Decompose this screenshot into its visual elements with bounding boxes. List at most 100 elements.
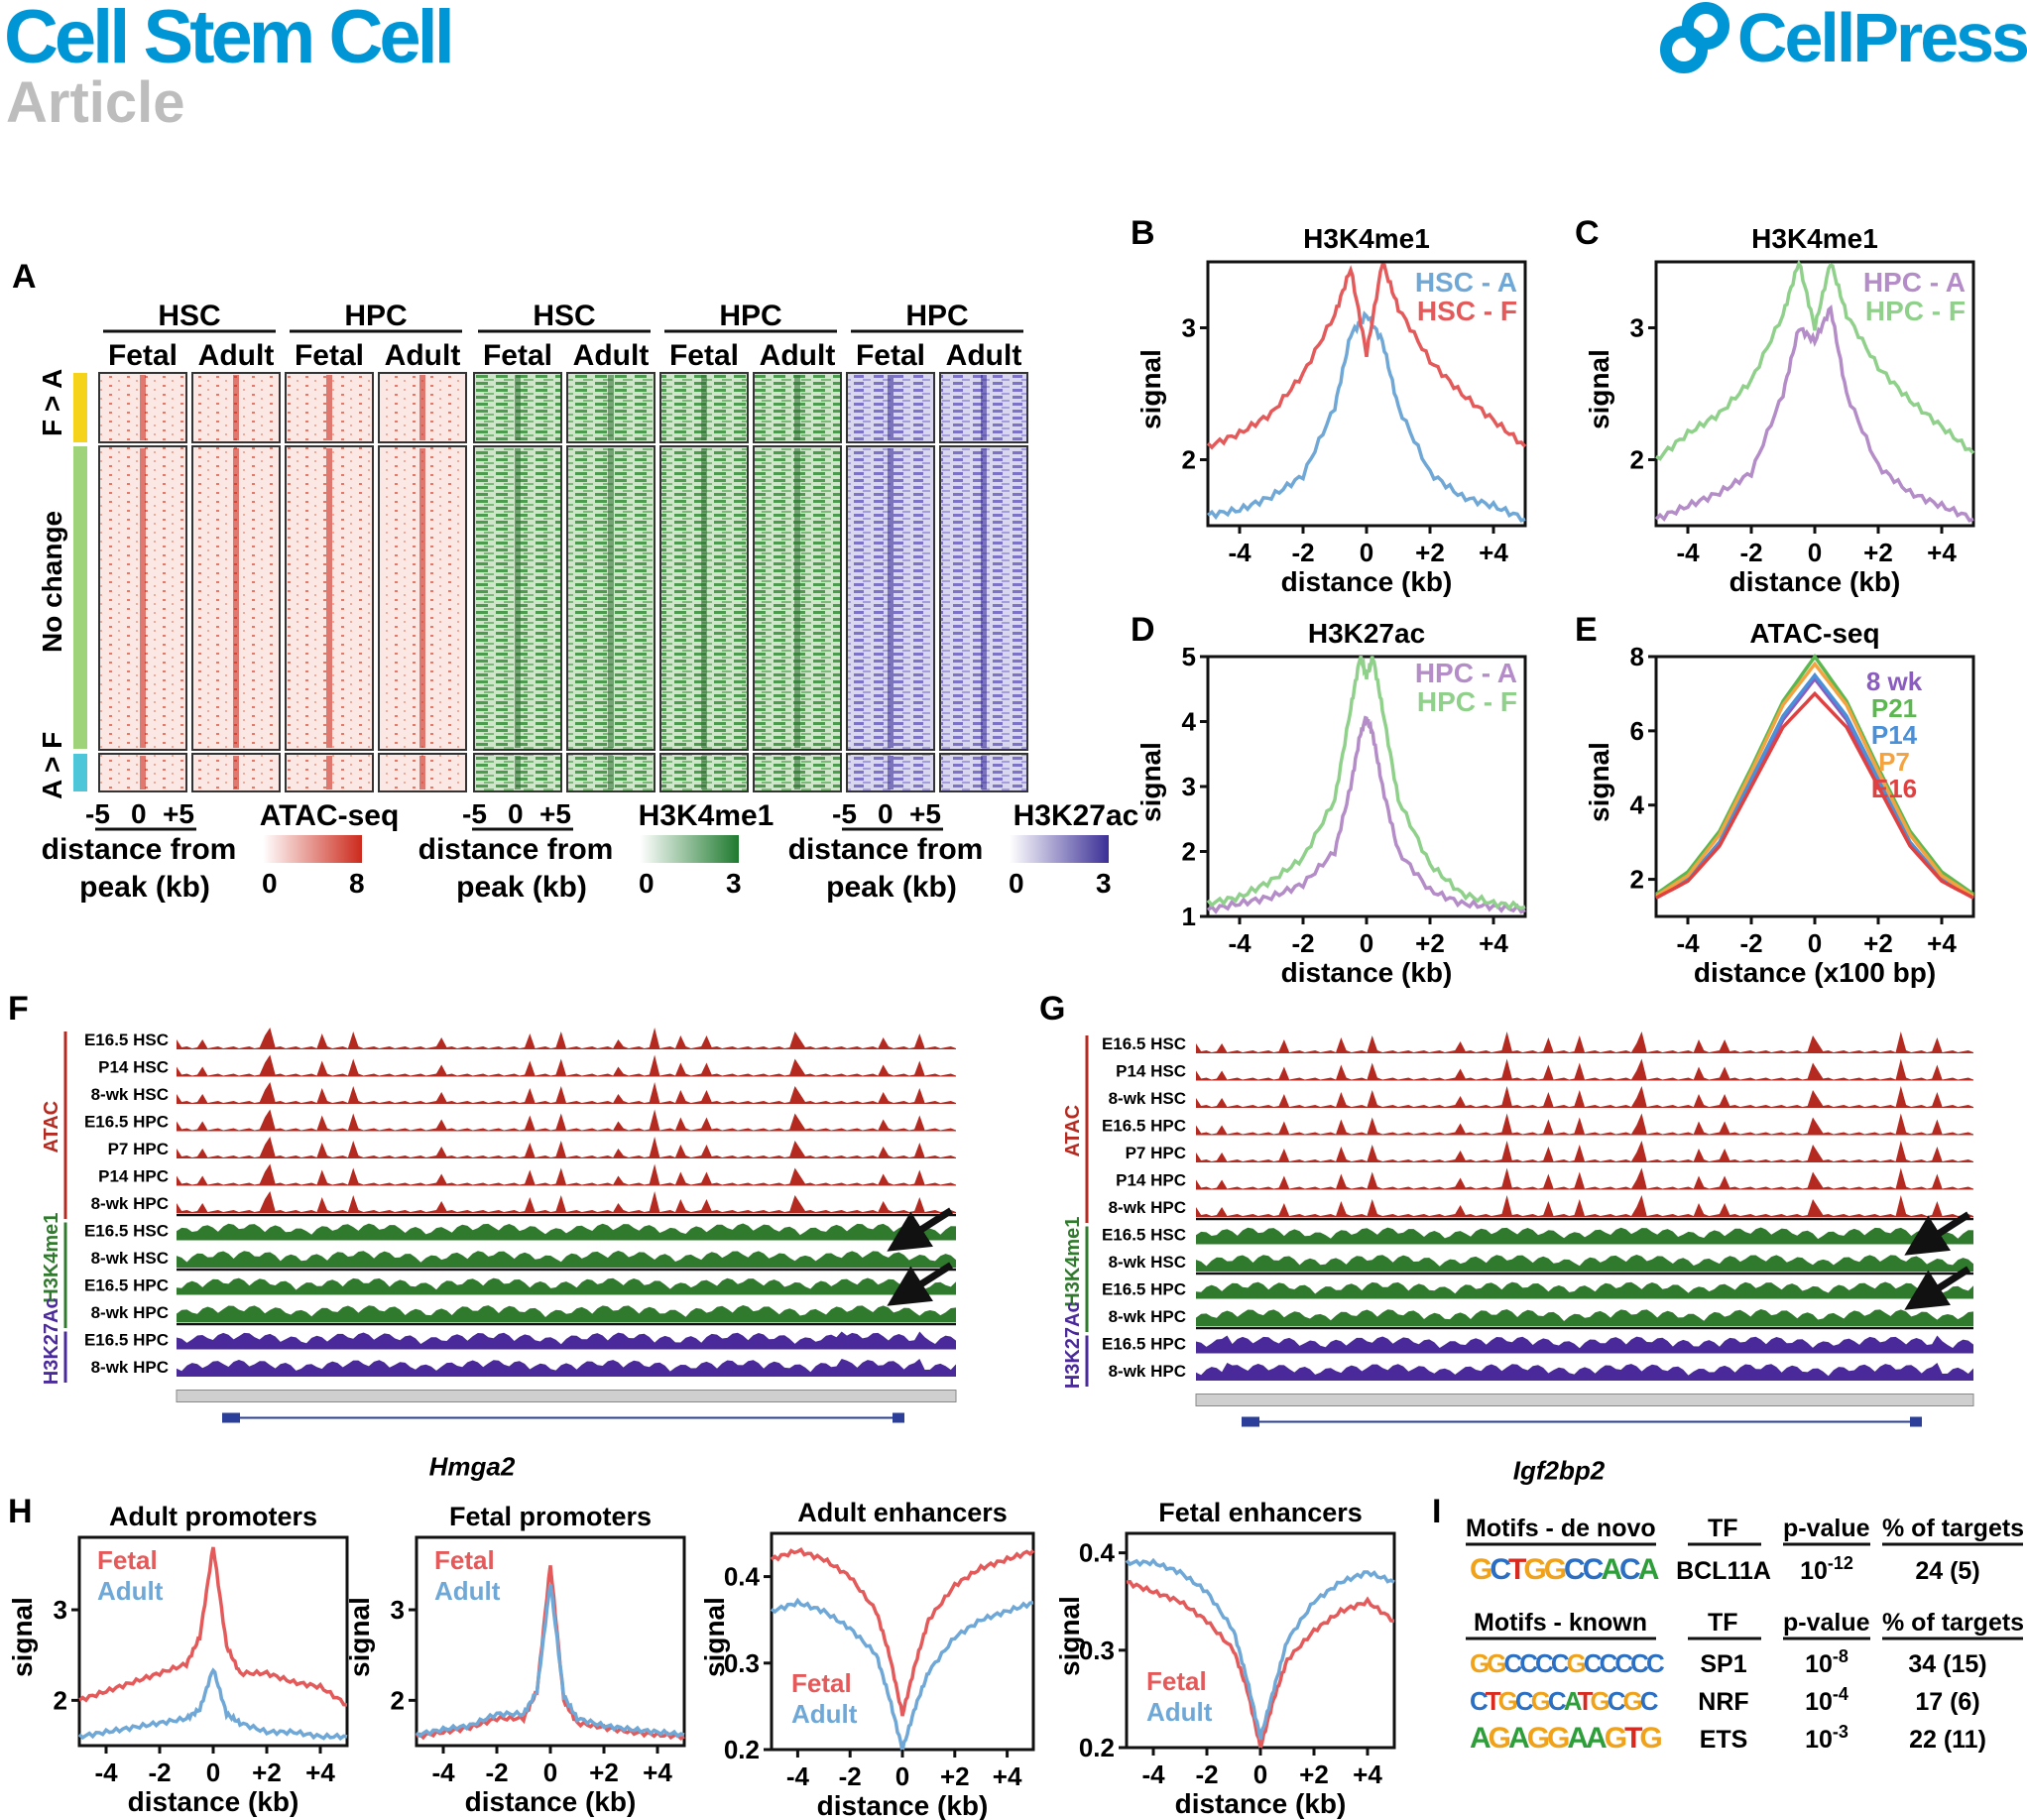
y-tick-label: 0.3 [724,1648,760,1678]
series-line-hsc-f [1206,263,1527,450]
track-signal [1196,1195,1973,1217]
y-axis-label: signal [1584,349,1614,429]
heatmap-center-signal [326,375,332,440]
scale-tick: +5 [539,798,571,829]
track-signal [1196,1086,1973,1108]
track-signal [177,1359,956,1377]
gene-name: Igf2bp2 [1513,1456,1606,1486]
scale-axis-label: distance from [418,833,614,866]
heatmap-grid [98,372,1028,792]
heatmap-center-signal [888,375,894,440]
cluster-label-no-change: No change [37,511,67,653]
x-tick-label: +2 [589,1758,619,1787]
heatmap-group-label: HSC [533,300,595,332]
scale-axis-label: peak (kb) [456,871,587,904]
known-targets-header: % of targets [1882,1609,2024,1637]
x-tick-label: +4 [643,1758,672,1787]
tf-name: SP1 [1700,1650,1746,1678]
x-tick-label: +2 [1299,1759,1329,1789]
scale-assay-label: H3K27ac [1014,799,1139,832]
track-signal [1196,1309,1973,1326]
track-name: 8-wk HSC [91,1085,169,1104]
arrow-indicator [1904,1266,1970,1310]
legend-entry: P21 [1871,693,1917,723]
x-tick-label: +4 [1353,1759,1382,1789]
cluster-label-f-gt-a: F > A [37,369,67,436]
track-signal [177,1277,956,1295]
heatmap-group-label: HPC [719,300,781,332]
legend-entry: Adult [791,1699,858,1729]
x-tick-label: 0 [1808,928,1822,958]
x-axis-label: distance (kb) [128,1786,299,1817]
y-tick-label: 2 [1182,837,1196,867]
denovo-motif-header: Motifs - de novo [1466,1515,1656,1542]
percent-targets: 17 (6) [1915,1688,1979,1716]
panel-label-c: C [1575,214,1600,252]
track-name: 8-wk HSC [1109,1253,1186,1272]
x-tick-label: +4 [1927,928,1957,958]
cluster-bar-f-gt-a [73,373,87,442]
x-tick-label: -4 [1141,1759,1165,1789]
panel-i-label: I [1432,1493,1441,1530]
x-tick-label: +4 [305,1758,335,1787]
legend-entry: HPC - F [1865,296,1966,326]
heatmap-center-signal [326,756,332,789]
y-tick-label: 2 [391,1685,405,1715]
heatmap-center-signal [888,448,894,748]
scale-min: 0 [1009,868,1024,899]
publisher-name: CellPress [1736,0,2027,76]
y-tick-label: 8 [1630,642,1644,671]
heatmap-center-signal [701,756,707,789]
legend-entry: Fetal [1146,1666,1207,1696]
track-group-label: ATAC [1062,1105,1084,1157]
track-name: 8-wk HSC [1109,1089,1186,1108]
heatmap-scales: -5 0 +5 distance from peak (kb) ATAC-seq 0 8 -5 0… [42,798,1139,904]
cluster-bar-a-gt-f [73,754,87,791]
y-tick-label: 3 [54,1595,67,1625]
track-signal [1196,1113,1973,1136]
track-signal [1196,1363,1973,1381]
heatmap-center-signal [608,448,614,748]
plot-title: Adult promoters [109,1502,317,1531]
scale-max: 3 [726,868,742,899]
legend-entry: HPC - A [1415,658,1517,688]
arrow-indicator [1904,1211,1970,1256]
track-signal [1196,1167,1973,1190]
panel-label-b: B [1131,214,1155,252]
track-signal [177,1028,956,1049]
legend-entry: P14 [1871,720,1918,750]
heatmap-center-signal [233,448,239,748]
heatmap-condition-label: Fetal [669,339,739,372]
scale-assay-label: H3K4me1 [639,799,775,832]
panel-label-g: G [1039,990,1065,1028]
p-value: 10-8 [1805,1646,1848,1678]
heatmap-condition-label: Adult [760,339,836,372]
x-tick-label: 0 [1253,1759,1267,1789]
track-name: 8-wk HSC [91,1249,169,1268]
scale-tick: -5 [85,798,110,829]
motif-logo: AGAGGAAGTG [1470,1722,1661,1755]
series-line-hpc-f [1206,655,1526,911]
scale-tick: -5 [462,798,487,829]
scale-min: 0 [262,868,278,899]
x-tick-label: -4 [1228,928,1252,958]
heatmap-condition-label: Fetal [108,339,178,372]
scale-min: 0 [639,868,655,899]
legend-entry: 8 wk [1866,667,1923,696]
track-name: E16.5 HPC [1102,1117,1186,1136]
x-tick-label: +4 [1479,538,1508,567]
gene-exon [893,1412,904,1423]
heatmap-center-signal [701,375,707,440]
chromosome-ideogram [176,1390,957,1402]
y-tick-label: 4 [1630,790,1645,820]
track-signal [177,1054,956,1077]
x-tick-label: +2 [1863,928,1893,958]
gene-exon [1910,1416,1922,1427]
track-signal [1196,1058,1973,1081]
y-axis-label: signal [7,1597,38,1677]
series-line-e16 [1655,690,1974,900]
series-line-p14 [1655,671,1974,900]
series-line-fetal [770,1547,1035,1717]
heatmap-center-signal [419,756,425,789]
x-tick-label: -4 [1676,928,1700,958]
